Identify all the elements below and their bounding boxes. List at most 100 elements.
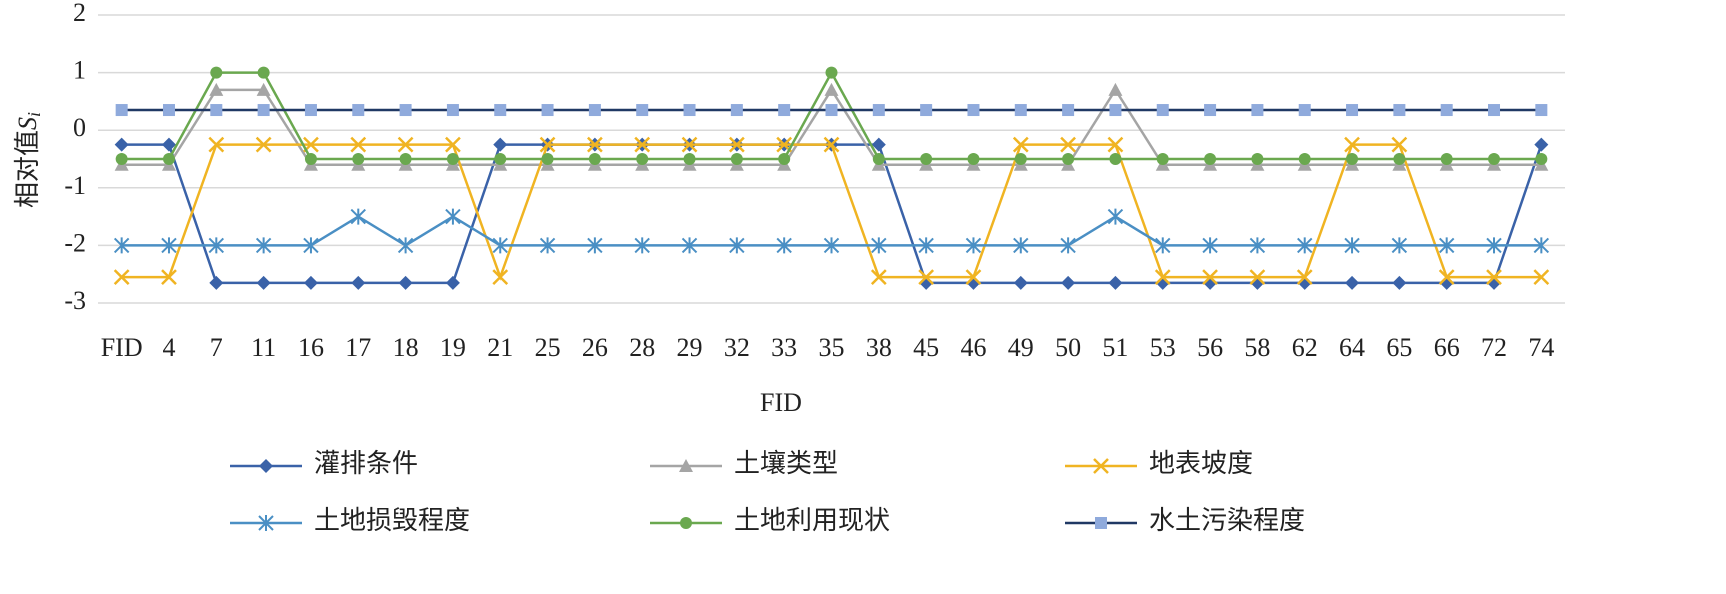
marker: [1438, 237, 1455, 254]
marker: [1535, 153, 1548, 165]
marker: [1202, 269, 1218, 285]
legend-label: 土壤类型: [734, 449, 838, 478]
marker: [1108, 82, 1123, 96]
marker: [1392, 275, 1407, 290]
x-tick-label: 49: [1008, 333, 1034, 362]
marker: [1535, 104, 1548, 117]
marker: [257, 66, 270, 79]
x-tick-label: 46: [960, 333, 986, 362]
marker: [1440, 153, 1453, 165]
marker: [1251, 104, 1264, 117]
marker: [210, 104, 223, 117]
marker: [1486, 237, 1502, 254]
x-tick-label: 65: [1386, 333, 1412, 362]
marker: [1533, 269, 1550, 285]
marker: [872, 104, 885, 117]
series-line: [121, 87, 1542, 167]
marker: [1156, 153, 1169, 165]
marker: [1061, 275, 1076, 290]
marker: [918, 237, 934, 254]
marker: [1440, 104, 1453, 117]
marker: [1154, 269, 1171, 285]
marker: [730, 153, 743, 165]
x-tick-label: 25: [535, 333, 561, 362]
x-axis-label: FID: [760, 388, 802, 417]
marker: [1060, 136, 1076, 153]
y-tick-label: 1: [73, 56, 86, 85]
marker: [541, 153, 554, 165]
x-tick-label: 38: [866, 333, 892, 362]
marker: [1296, 269, 1313, 285]
y-tick-label: -2: [64, 228, 86, 257]
marker: [1013, 237, 1029, 254]
legend-label: 灌排条件: [314, 449, 418, 478]
marker: [1155, 237, 1171, 254]
legend-label: 土地损毁程度: [314, 506, 470, 535]
marker: [871, 137, 886, 152]
marker: [399, 153, 412, 165]
marker: [870, 269, 887, 285]
marker: [1204, 104, 1217, 117]
marker: [965, 237, 982, 254]
marker: [1093, 458, 1109, 474]
marker: [446, 153, 459, 165]
marker: [1109, 153, 1122, 165]
marker: [683, 104, 696, 117]
x-tick-label: 11: [251, 333, 276, 362]
marker: [825, 104, 838, 117]
marker: [162, 104, 175, 117]
marker: [494, 153, 507, 165]
y-tick-label: 0: [73, 113, 86, 142]
marker: [587, 136, 603, 153]
marker: [210, 66, 223, 79]
marker: [397, 136, 414, 153]
marker: [1344, 237, 1360, 254]
marker: [304, 153, 317, 165]
marker: [920, 153, 933, 165]
marker: [539, 237, 556, 254]
x-tick-label: 62: [1292, 333, 1318, 362]
marker: [1251, 153, 1264, 165]
marker: [1298, 104, 1311, 117]
marker: [492, 269, 509, 285]
marker: [1391, 136, 1408, 153]
marker: [256, 275, 271, 290]
legend-label: 地表坡度: [1149, 449, 1253, 478]
marker: [636, 153, 649, 165]
marker: [445, 275, 460, 290]
marker: [1249, 237, 1266, 254]
marker: [588, 153, 601, 165]
marker: [445, 208, 461, 225]
x-tick-label: 58: [1244, 333, 1270, 362]
marker: [350, 136, 367, 153]
marker: [161, 269, 177, 285]
marker: [1109, 104, 1122, 117]
x-tick-label: FID: [101, 333, 143, 362]
marker: [161, 237, 177, 254]
marker: [1533, 237, 1550, 254]
marker: [493, 137, 508, 152]
marker: [1393, 104, 1406, 117]
marker: [1346, 153, 1359, 165]
marker: [871, 237, 887, 254]
x-tick-label: 18: [393, 333, 419, 362]
x-tick-label: 56: [1197, 333, 1223, 362]
marker: [1391, 237, 1408, 254]
marker: [256, 82, 271, 96]
marker: [967, 104, 980, 117]
marker: [588, 104, 601, 117]
marker: [114, 137, 129, 152]
legend-label: 水土污染程度: [1149, 506, 1305, 535]
marker: [634, 237, 650, 254]
marker: [209, 275, 224, 290]
y-label-text: 相对值: [13, 130, 42, 208]
marker: [1488, 153, 1501, 165]
marker: [823, 237, 840, 254]
y-axis-label: 相对值Si: [13, 112, 44, 208]
marker: [304, 104, 317, 117]
marker: [1062, 153, 1075, 165]
marker: [1488, 104, 1501, 117]
marker: [397, 237, 414, 254]
marker: [350, 208, 366, 225]
x-tick-label: 74: [1528, 333, 1554, 362]
